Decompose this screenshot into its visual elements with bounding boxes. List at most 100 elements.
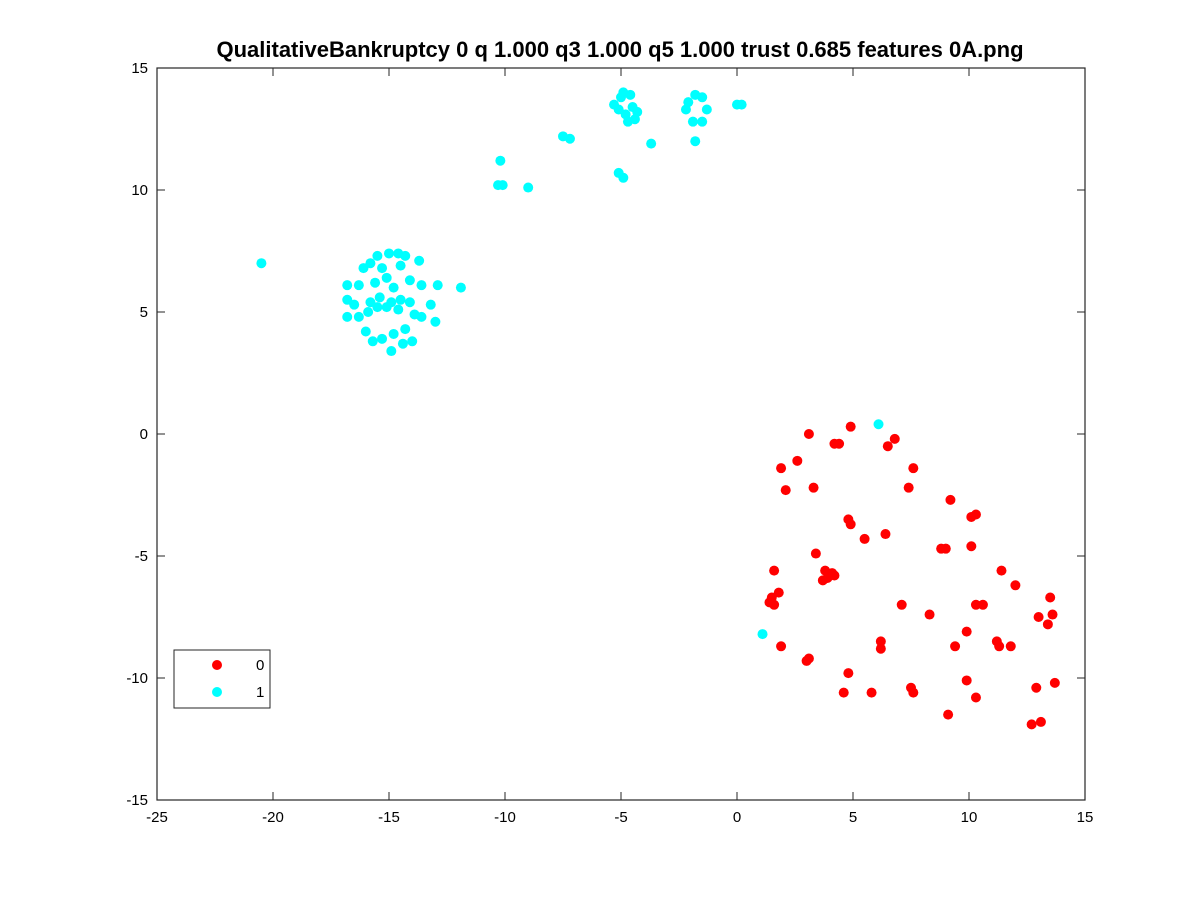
point-series-0: [866, 687, 877, 698]
point-series-1: [360, 326, 371, 337]
point-series-0: [1031, 682, 1042, 693]
point-series-1: [381, 272, 392, 283]
y-tick-label: 15: [131, 60, 148, 77]
point-series-0: [950, 641, 961, 652]
point-series-0: [882, 441, 893, 452]
point-series-1: [404, 275, 415, 286]
legend-marker-0: [212, 660, 222, 670]
point-series-0: [803, 429, 814, 439]
point-series-1: [736, 99, 747, 110]
y-tick-label: 5: [140, 304, 148, 321]
point-series-1: [873, 419, 884, 430]
point-series-1: [388, 328, 399, 339]
plot-area: [156, 67, 1086, 801]
x-tick-label: -25: [146, 809, 168, 826]
legend: 01: [173, 649, 271, 709]
point-series-1: [388, 282, 399, 293]
point-series-0: [908, 687, 919, 698]
point-series-1: [353, 280, 364, 291]
point-series-1: [629, 114, 640, 125]
point-series-0: [896, 599, 907, 610]
point-series-0: [903, 482, 914, 493]
point-series-1: [407, 336, 418, 347]
point-series-0: [875, 643, 886, 654]
point-series-1: [370, 277, 381, 288]
point-series-0: [776, 463, 787, 474]
point-series-0: [940, 543, 951, 554]
point-series-0: [1049, 677, 1060, 688]
point-series-0: [1042, 619, 1053, 630]
point-series-1: [353, 311, 364, 322]
point-series-1: [430, 316, 441, 327]
point-series-1: [381, 302, 392, 313]
point-series-1: [495, 155, 506, 166]
point-series-1: [690, 136, 701, 147]
legend-box: [173, 649, 271, 709]
point-series-0: [943, 709, 954, 720]
point-series-0: [780, 485, 791, 496]
point-series-0: [966, 541, 977, 552]
point-series-0: [845, 519, 856, 530]
point-series-0: [961, 626, 972, 637]
point-series-0: [908, 463, 919, 474]
point-series-0: [1026, 719, 1037, 730]
point-series-0: [817, 575, 828, 586]
point-series-0: [769, 565, 780, 576]
point-series-1: [416, 311, 427, 322]
point-series-0: [808, 482, 819, 493]
point-series-0: [1047, 609, 1058, 620]
point-series-1: [564, 133, 575, 144]
point-series-0: [773, 587, 784, 598]
point-series-1: [386, 346, 397, 357]
point-series-0: [970, 599, 981, 610]
y-tick-label: -10: [126, 670, 148, 687]
y-tick-label: -15: [126, 792, 148, 809]
point-series-1: [374, 292, 385, 303]
point-series-1: [397, 338, 408, 349]
point-series-0: [889, 433, 900, 444]
point-series-0: [945, 494, 956, 505]
point-series-0: [924, 609, 935, 620]
point-series-1: [365, 297, 376, 308]
point-series-0: [829, 570, 840, 581]
legend-label-0: 0: [256, 657, 264, 674]
point-series-1: [400, 250, 411, 261]
point-series-1: [372, 302, 383, 313]
x-tick-label: -10: [494, 809, 516, 826]
point-series-0: [1045, 592, 1056, 603]
point-series-0: [880, 529, 891, 540]
point-series-1: [497, 180, 508, 191]
x-tick-label: 15: [1077, 809, 1094, 826]
y-tick-label: 10: [131, 182, 148, 199]
point-series-0: [845, 421, 856, 432]
point-series-0: [859, 533, 870, 544]
point-series-0: [838, 687, 849, 698]
point-series-1: [384, 248, 394, 259]
point-series-1: [404, 297, 415, 308]
point-series-0: [966, 511, 977, 522]
point-series-1: [646, 138, 657, 149]
point-series-1: [400, 324, 411, 335]
point-series-1: [377, 333, 388, 344]
point-series-1: [432, 280, 443, 291]
point-series-1: [365, 258, 376, 269]
point-series-0: [1033, 612, 1044, 622]
point-series-0: [776, 641, 787, 652]
point-series-0: [792, 455, 803, 466]
point-series-0: [834, 438, 845, 449]
point-series-1: [455, 282, 466, 293]
x-tick-label: -5: [614, 809, 627, 826]
point-series-1: [680, 104, 691, 115]
point-series-1: [342, 294, 353, 305]
point-series-1: [757, 629, 768, 640]
point-series-0: [875, 636, 886, 647]
point-series-1: [358, 263, 369, 274]
x-tick-label: -15: [378, 809, 400, 826]
point-series-0: [1010, 580, 1021, 591]
point-series-0: [994, 641, 1005, 652]
y-tick-label: 0: [140, 426, 148, 443]
point-series-1: [342, 280, 353, 291]
point-series-1: [377, 263, 388, 274]
